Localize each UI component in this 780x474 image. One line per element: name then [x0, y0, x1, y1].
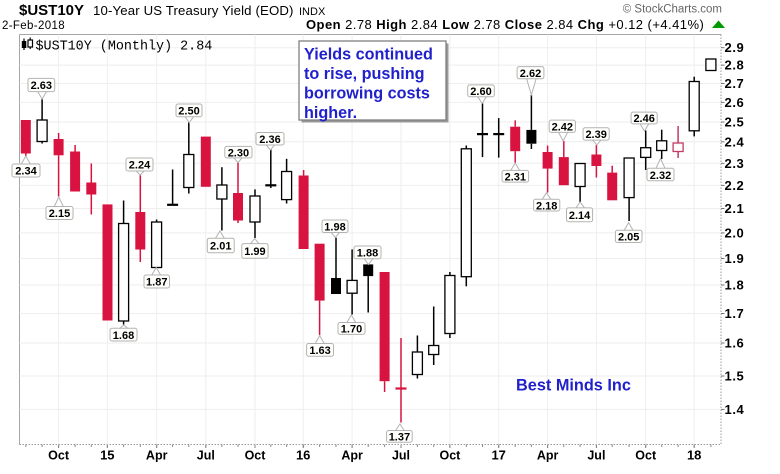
- svg-text:2.31: 2.31: [505, 171, 526, 183]
- svg-text:borrowing costs: borrowing costs: [304, 85, 430, 103]
- svg-text:Apr: Apr: [537, 449, 559, 463]
- svg-text:2.05: 2.05: [618, 232, 639, 244]
- svg-text:1.8: 1.8: [725, 278, 745, 293]
- svg-text:2.2: 2.2: [725, 178, 745, 193]
- svg-text:2.4: 2.4: [725, 134, 745, 149]
- svg-text:16: 16: [296, 448, 310, 463]
- svg-text:2.14: 2.14: [569, 210, 591, 222]
- svg-text:2.34: 2.34: [15, 166, 37, 178]
- svg-text:Oct: Oct: [48, 449, 70, 463]
- svg-text:1.4: 1.4: [725, 402, 745, 417]
- svg-text:2.15: 2.15: [49, 208, 70, 220]
- svg-text:2.63: 2.63: [31, 80, 52, 92]
- svg-text:higher.: higher.: [304, 104, 357, 122]
- svg-text:2.62: 2.62: [520, 68, 541, 80]
- svg-text:2.18: 2.18: [536, 200, 557, 212]
- svg-text:Jul: Jul: [587, 449, 605, 463]
- svg-text:1.9: 1.9: [725, 251, 745, 266]
- svg-text:2.5: 2.5: [725, 115, 745, 130]
- svg-text:1.98: 1.98: [324, 221, 345, 233]
- svg-text:Best Minds Inc: Best Minds Inc: [516, 377, 631, 395]
- svg-text:Oct: Oct: [439, 449, 461, 463]
- svg-text:15: 15: [100, 448, 114, 463]
- svg-text:to rise, pushing: to rise, pushing: [304, 65, 425, 83]
- svg-text:INDX: INDX: [299, 6, 326, 18]
- svg-text:$UST10Y: $UST10Y: [19, 2, 84, 19]
- svg-text:1.63: 1.63: [309, 345, 330, 357]
- svg-text:17: 17: [491, 448, 505, 463]
- svg-text:1.5: 1.5: [725, 369, 745, 384]
- svg-text:Yields continued: Yields continued: [304, 46, 433, 64]
- svg-text:Apr: Apr: [341, 449, 363, 463]
- svg-text:1.88: 1.88: [357, 248, 378, 260]
- svg-text:1.7: 1.7: [725, 306, 745, 321]
- svg-text:1.99: 1.99: [244, 246, 265, 258]
- svg-text:2.3: 2.3: [725, 156, 745, 171]
- svg-text:2.1: 2.1: [725, 201, 745, 216]
- svg-text:© StockCharts.com: © StockCharts.com: [623, 4, 722, 16]
- svg-text:2.50: 2.50: [178, 106, 199, 118]
- svg-text:Oct: Oct: [245, 449, 267, 463]
- svg-text:$UST10Y (Monthly) 2.84: $UST10Y (Monthly) 2.84: [36, 40, 213, 55]
- svg-text:2.24: 2.24: [129, 160, 151, 172]
- svg-text:18: 18: [687, 448, 701, 463]
- svg-text:2.36: 2.36: [259, 134, 280, 146]
- svg-text:1.68: 1.68: [113, 330, 134, 342]
- svg-text:2.7: 2.7: [725, 76, 745, 91]
- svg-text:Open 2.78 High 2.84 Low 2.78 C: Open 2.78 High 2.84 Low 2.78 Close 2.84 …: [306, 17, 704, 32]
- svg-text:2.39: 2.39: [585, 129, 606, 141]
- svg-text:1.37: 1.37: [389, 432, 410, 444]
- svg-text:Jul: Jul: [197, 449, 215, 463]
- svg-text:2.6: 2.6: [725, 95, 745, 110]
- svg-text:2.9: 2.9: [725, 40, 745, 55]
- svg-text:2.46: 2.46: [633, 113, 654, 125]
- svg-text:2.32: 2.32: [650, 170, 671, 182]
- svg-text:1.70: 1.70: [341, 324, 362, 336]
- svg-text:2.60: 2.60: [470, 86, 491, 98]
- svg-text:Apr: Apr: [146, 449, 168, 463]
- svg-text:2.8: 2.8: [725, 58, 745, 73]
- svg-text:10-Year US Treasury Yield (EOD: 10-Year US Treasury Yield (EOD): [93, 3, 294, 18]
- svg-text:2.01: 2.01: [210, 241, 231, 253]
- svg-text:2.30: 2.30: [228, 147, 249, 159]
- svg-text:Oct: Oct: [635, 449, 657, 463]
- svg-text:1.6: 1.6: [725, 336, 745, 351]
- svg-text:1.87: 1.87: [146, 277, 167, 289]
- svg-text:2.0: 2.0: [725, 225, 745, 240]
- svg-text:Jul: Jul: [392, 449, 410, 463]
- svg-text:2-Feb-2018: 2-Feb-2018: [2, 20, 65, 32]
- svg-text:2.42: 2.42: [552, 121, 573, 133]
